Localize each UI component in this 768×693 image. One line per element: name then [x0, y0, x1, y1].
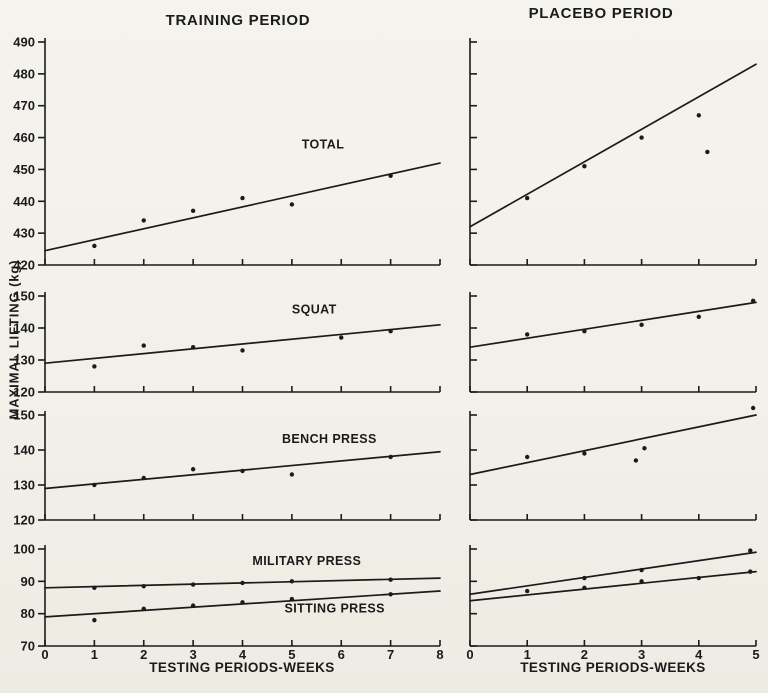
svg-text:100: 100: [13, 542, 35, 557]
svg-text:5: 5: [288, 647, 295, 662]
chart-panel-training-presses: 70 80 90 100 0 1 2 3 4 5 6 7 8 MILITARY PRESS SITTING …: [13, 542, 443, 663]
svg-text:MILITARY PRESS: MILITARY PRESS: [252, 554, 361, 568]
svg-text:4: 4: [695, 647, 703, 662]
svg-text:0: 0: [41, 647, 48, 662]
svg-text:BENCH PRESS: BENCH PRESS: [282, 432, 377, 446]
svg-text:1: 1: [91, 647, 98, 662]
x-axis-label-training: TESTING PERIODS-WEEKS: [149, 660, 335, 675]
svg-text:460: 460: [13, 130, 35, 145]
svg-text:5: 5: [752, 647, 759, 662]
svg-text:120: 120: [13, 385, 35, 400]
svg-text:1: 1: [524, 647, 531, 662]
svg-text:150: 150: [13, 408, 35, 423]
svg-text:7: 7: [387, 647, 394, 662]
column-title-placebo: PLACEBO PERIOD: [528, 5, 674, 22]
svg-text:130: 130: [13, 353, 35, 368]
svg-text:70: 70: [21, 639, 35, 654]
chart-panel-training-bench-press: 120 130 140 150 BENCH PRESS: [13, 408, 441, 528]
chart-panel-placebo-presses: 0 1 2 3 4 5: [466, 545, 760, 662]
svg-text:90: 90: [21, 574, 35, 589]
svg-text:430: 430: [13, 226, 35, 241]
svg-text:2: 2: [140, 647, 147, 662]
chart-panel-placebo-bench-press: [469, 405, 757, 521]
svg-text:140: 140: [13, 321, 35, 336]
chart-panel-training-squat: 120 130 140 150 SQUAT: [13, 289, 441, 400]
svg-text:150: 150: [13, 289, 35, 304]
svg-text:490: 490: [13, 35, 35, 50]
svg-text:TOTAL: TOTAL: [302, 138, 345, 152]
svg-text:4: 4: [239, 647, 247, 662]
svg-text:120: 120: [13, 513, 35, 528]
chart-panel-placebo-squat: [469, 292, 757, 393]
svg-text:3: 3: [638, 647, 645, 662]
chart-panel-placebo-total: [469, 38, 757, 266]
svg-text:420: 420: [13, 258, 35, 273]
svg-text:450: 450: [13, 162, 35, 177]
svg-text:480: 480: [13, 66, 35, 81]
svg-text:470: 470: [13, 98, 35, 113]
svg-text:SQUAT: SQUAT: [292, 303, 337, 317]
column-title-training: TRAINING PERIOD: [165, 12, 311, 29]
svg-text:6: 6: [338, 647, 345, 662]
svg-text:0: 0: [466, 647, 473, 662]
svg-text:440: 440: [13, 194, 35, 209]
svg-text:130: 130: [13, 478, 35, 493]
svg-text:8: 8: [436, 647, 443, 662]
svg-text:3: 3: [190, 647, 197, 662]
x-axis-label-placebo: TESTING PERIODS-WEEKS: [520, 660, 706, 675]
svg-text:140: 140: [13, 443, 35, 458]
chart-panel-training-total: 420 430 440 450 460 470 480 490 TOTAL: [13, 35, 441, 273]
svg-text:80: 80: [21, 606, 35, 621]
svg-text:2: 2: [581, 647, 588, 662]
svg-text:SITTING PRESS: SITTING PRESS: [284, 602, 384, 616]
